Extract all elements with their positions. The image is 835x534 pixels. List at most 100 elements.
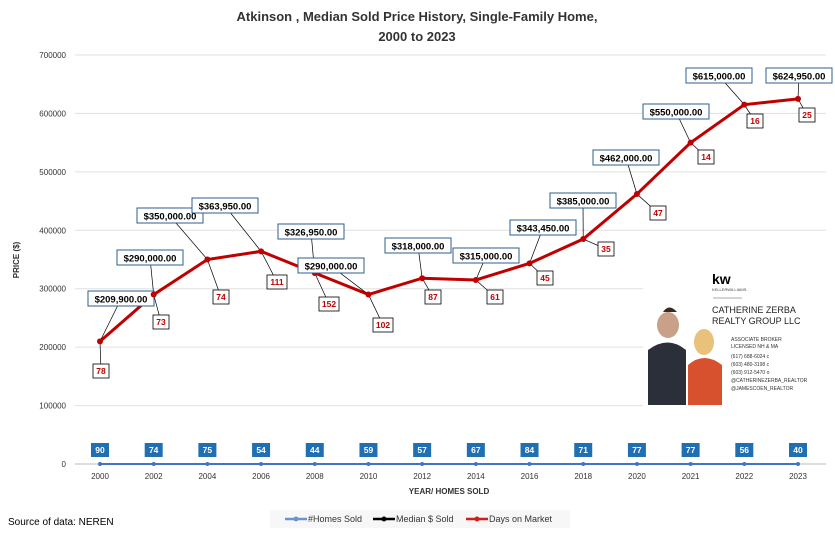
homes-sold-point	[688, 461, 693, 466]
price-label: $315,000.00	[460, 252, 513, 263]
x-tick-label: 2002	[145, 472, 163, 481]
days-on-market-label: 152	[322, 299, 336, 309]
days-on-market-label: 78	[96, 366, 106, 376]
price-label: $326,950.00	[285, 228, 338, 239]
price-label: $462,000.00	[600, 154, 653, 165]
homes-sold-point	[581, 461, 586, 466]
median-price-point	[365, 291, 372, 298]
homes-sold-label-box	[359, 443, 378, 457]
price-label: $343,450.00	[517, 224, 570, 235]
x-tick-label: 2004	[198, 472, 216, 481]
x-tick-label: 2008	[306, 472, 324, 481]
svg-text:KELLERWILLIAMS.: KELLERWILLIAMS.	[712, 287, 748, 292]
median-price-line	[99, 97, 799, 343]
legend-label: Days on Market	[489, 514, 553, 524]
y-tick-label: 100000	[39, 402, 66, 411]
homes-sold-label-box	[144, 443, 163, 457]
y-tick-label: 300000	[39, 285, 66, 294]
homes-sold-label-box	[466, 443, 485, 457]
price-label-box	[509, 219, 577, 236]
days-on-market-label: 14	[701, 152, 711, 162]
homes-sold-label: 67	[471, 445, 481, 455]
days-on-market-label: 61	[490, 292, 500, 302]
dom-label-box	[486, 289, 504, 305]
days-on-market-label: 35	[601, 244, 611, 254]
y-axis-title: PRICE ($)	[12, 241, 21, 278]
company-name-1: CATHERINE ZERBA	[712, 305, 796, 315]
price-label-box	[87, 290, 155, 307]
median-price-point	[258, 248, 265, 255]
price-label: $350,000.00	[144, 212, 197, 223]
median-price-point	[633, 191, 640, 198]
days-on-market-label: 102	[376, 320, 390, 330]
price-label: $615,000.00	[693, 72, 746, 83]
dom-label-box	[536, 270, 554, 286]
dom-label-box	[212, 289, 230, 305]
chart-title-line1: Atkinson , Median Sold Price History, Si…	[237, 9, 598, 24]
branding-detail: @CATHERINEZERBA_REALTOR	[731, 378, 808, 384]
homes-sold-point	[527, 461, 532, 466]
homes-sold-point	[796, 461, 800, 466]
days-on-market-label: 16	[750, 116, 760, 126]
branding-panel: kw KELLERWILLIAMS. CATHERINE ZERBA REALT…	[643, 268, 828, 408]
x-tick-label: 2016	[521, 472, 539, 481]
dom-label-box	[152, 314, 170, 330]
branding-detail: (603) 912-5470 o	[731, 370, 770, 376]
dom-label-box	[318, 296, 340, 312]
homes-sold-point	[151, 461, 156, 466]
homes-sold-label: 84	[525, 445, 535, 455]
dom-label-box	[266, 274, 288, 290]
homes-sold-point	[420, 461, 425, 466]
homes-sold-point	[634, 461, 639, 466]
x-tick-label: 2022	[735, 472, 753, 481]
chart-title-line2: 2000 to 2023	[378, 29, 455, 44]
homes-sold-point	[473, 461, 478, 466]
days-on-market-label: 47	[653, 208, 663, 218]
y-tick-label: 500000	[39, 168, 66, 177]
price-label-box	[191, 197, 259, 214]
dom-label-box	[649, 205, 667, 221]
median-price-point	[687, 139, 694, 146]
price-label: $290,000.00	[124, 254, 177, 265]
homes-sold-label: 75	[203, 445, 213, 455]
homes-sold-label-box	[520, 443, 539, 457]
homes-sold-label-box	[735, 443, 754, 457]
price-label-box	[384, 237, 452, 254]
dom-label-box	[424, 289, 442, 305]
homes-sold-label: 54	[256, 445, 266, 455]
price-label-box	[549, 192, 617, 209]
y-tick-label: 400000	[39, 226, 66, 235]
homes-sold-label: 40	[793, 445, 803, 455]
legend-marker	[293, 516, 299, 522]
legend: #Homes Sold Median $ Sold Days on Market	[270, 510, 570, 528]
price-label: $318,000.00	[392, 242, 445, 253]
homes-sold-label: 56	[740, 445, 750, 455]
homes-sold-label: 44	[310, 445, 320, 455]
y-tick-label: 600000	[39, 109, 66, 118]
x-tick-label: 2010	[360, 472, 378, 481]
median-price-point	[150, 291, 157, 298]
legend-label: #Homes Sold	[308, 514, 362, 524]
x-tick-label: 2006	[252, 472, 270, 481]
homes-sold-label: 77	[632, 445, 642, 455]
price-label-box	[765, 67, 833, 84]
days-on-market-label: 25	[802, 110, 812, 120]
days-on-market-label: 45	[540, 273, 550, 283]
price-label-box	[136, 207, 204, 224]
dom-label-box	[372, 317, 394, 333]
median-price-point	[204, 256, 211, 263]
x-tick-label: 2012	[413, 472, 431, 481]
days-on-market-label: 74	[216, 292, 226, 302]
homes-sold-label: 71	[578, 445, 588, 455]
price-label: $290,000.00	[305, 262, 358, 273]
homes-sold-label: 57	[417, 445, 427, 455]
homes-sold-point	[312, 461, 317, 466]
homes-sold-label: 90	[95, 445, 105, 455]
price-label: $624,950.00	[773, 72, 826, 83]
x-axis-title: YEAR/ HOMES SOLD	[409, 487, 490, 496]
homes-sold-point	[259, 461, 264, 466]
median-price-point	[419, 275, 426, 282]
price-label-box	[297, 257, 365, 274]
branding-detail: (603) 480-3198 c	[731, 362, 770, 368]
